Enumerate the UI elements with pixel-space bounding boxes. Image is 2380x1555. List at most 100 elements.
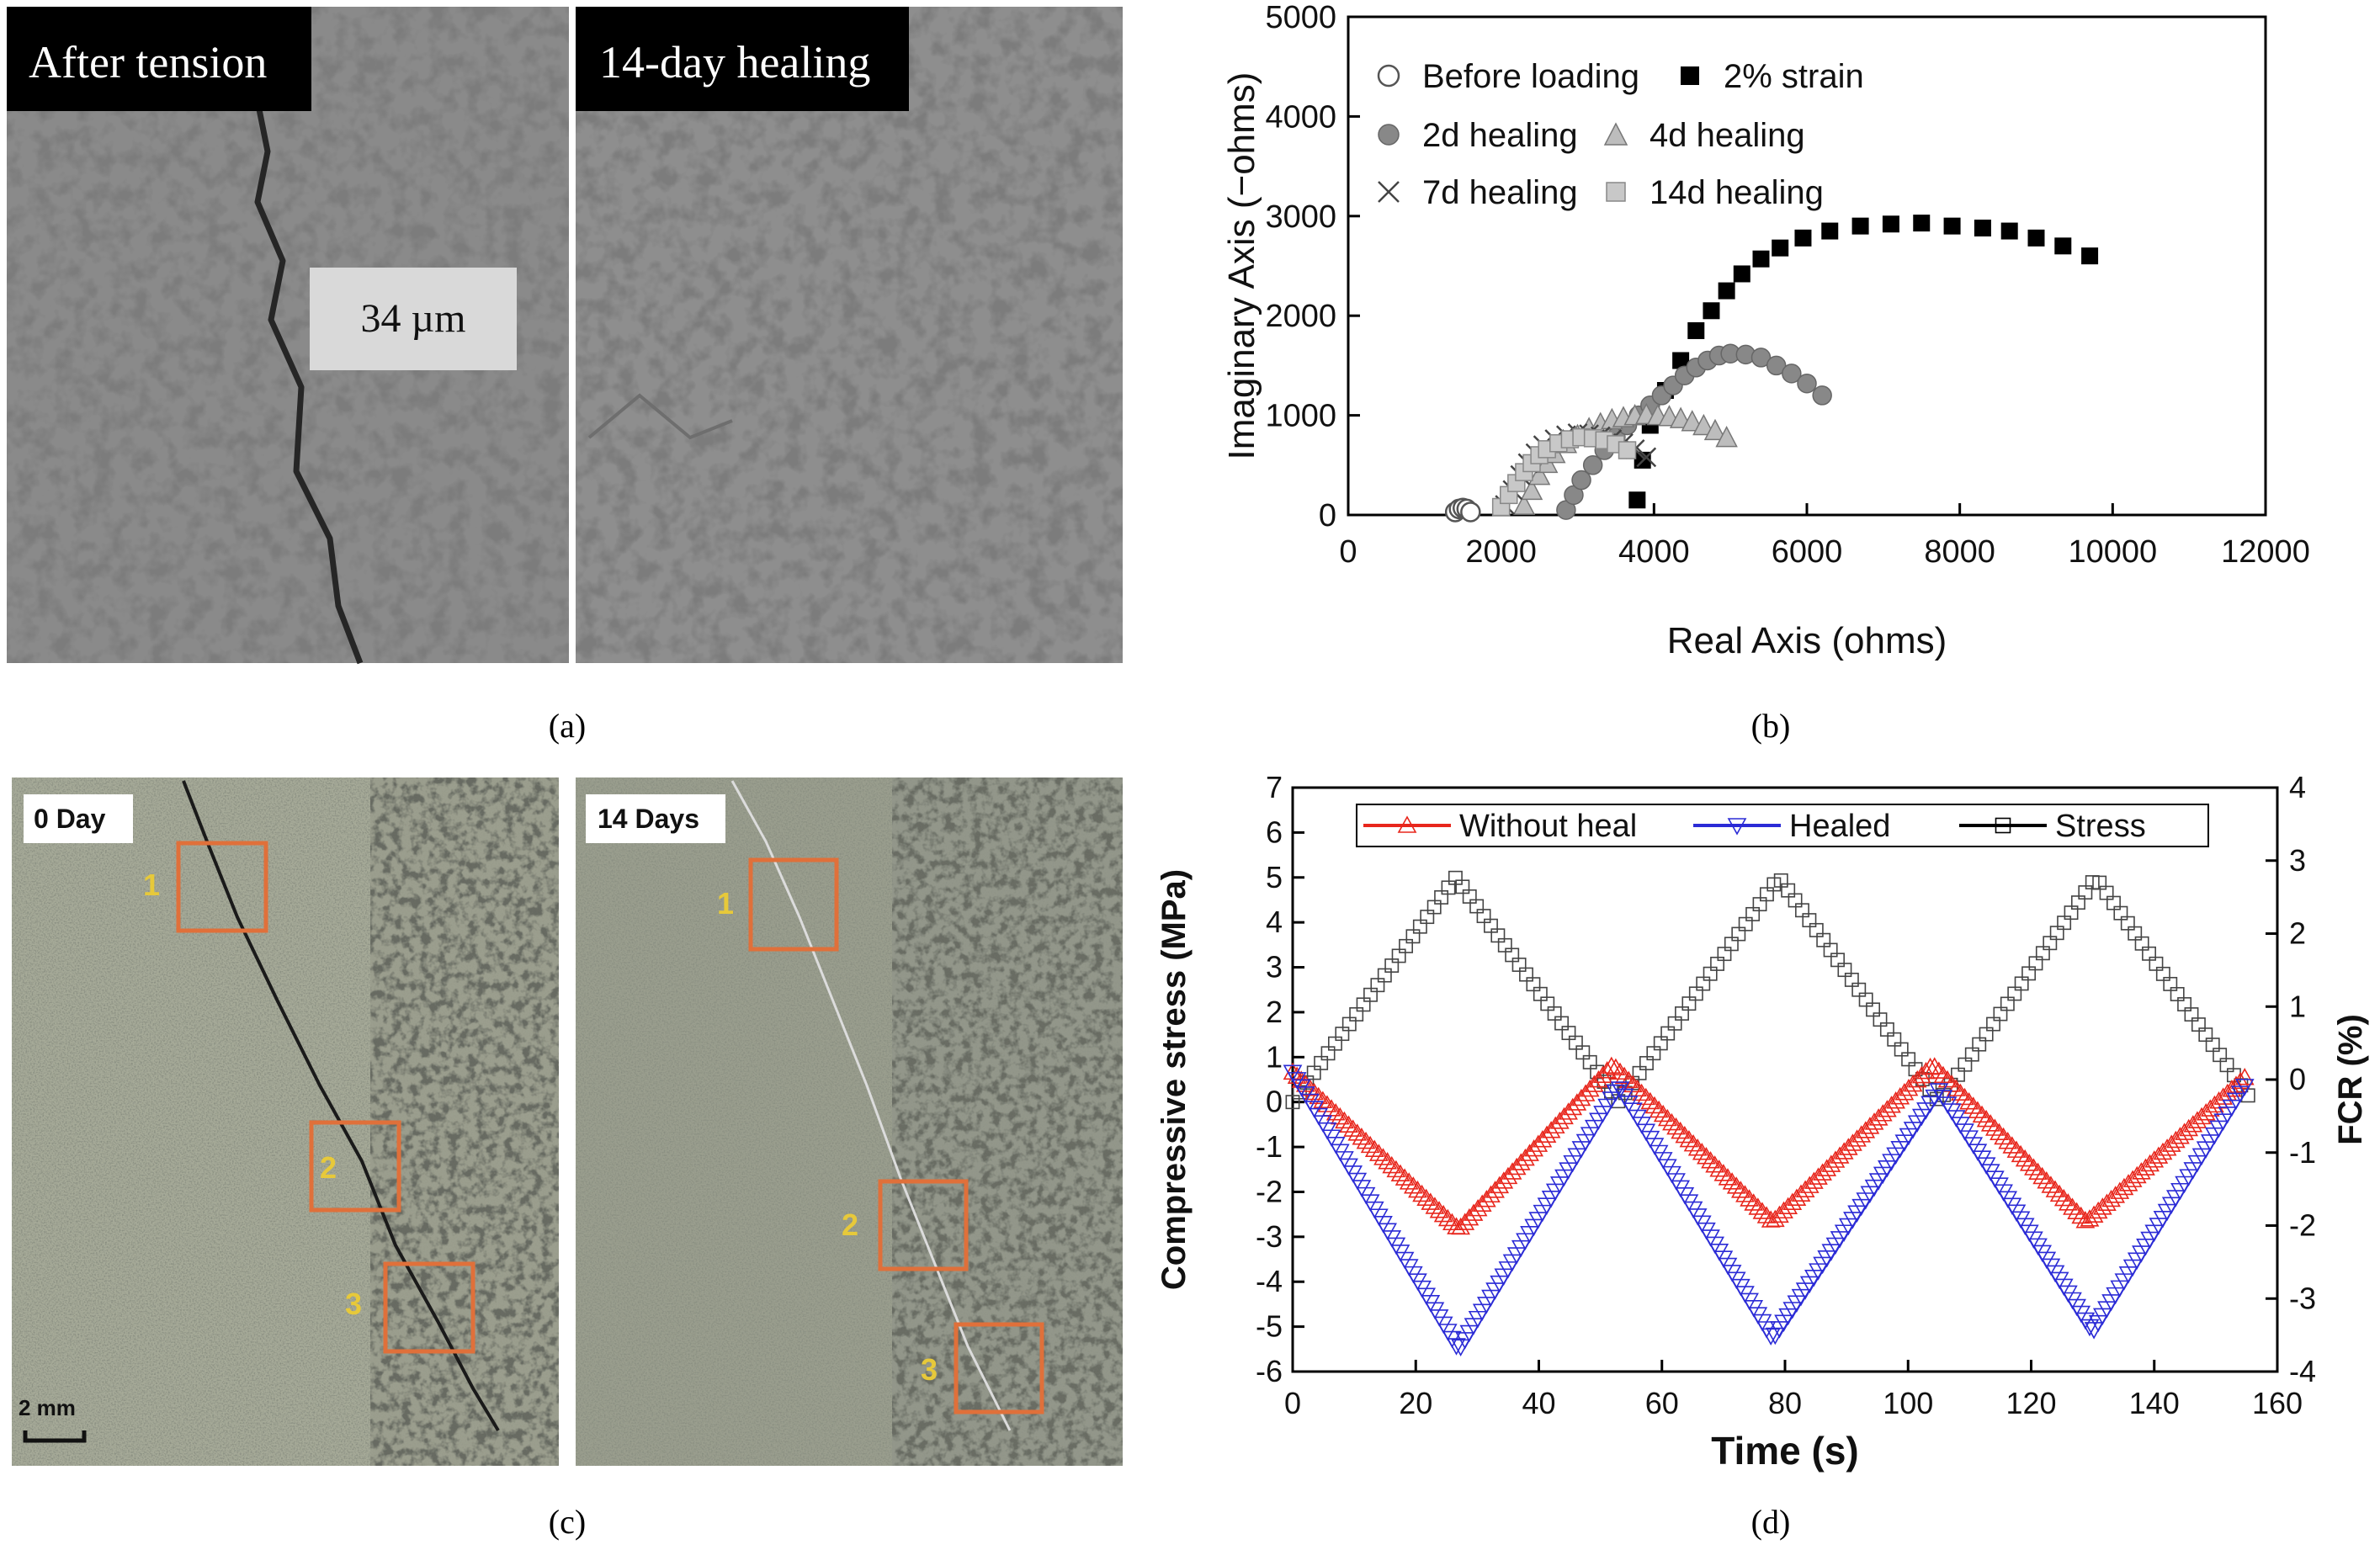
- chart-d-point-s0-103: [1726, 1176, 1746, 1194]
- chart-b-nyquist: 0 2000 4000 6000 8000 10000 12000 0 1000 2000 3000…: [1221, 0, 2310, 745]
- chart-d-ytick-left-label-11: 5: [1266, 860, 1283, 894]
- chart-d-point-s0-106: [1740, 1189, 1759, 1207]
- chart-d-point-s0-51: [1502, 1162, 1522, 1180]
- chart-b-point-s1-10: [1772, 239, 1789, 257]
- chart-b-legend-label-5: 14d healing: [1650, 174, 1824, 211]
- chart-d-point-s0-128: [1834, 1142, 1854, 1160]
- chart-d-point-s0-15: [1347, 1123, 1368, 1141]
- crack-width-box: [310, 268, 517, 370]
- label-box-14-days: [586, 794, 725, 843]
- chart-d-point-s0-150: [1929, 1061, 1949, 1079]
- chart-d-ytick-right-label-1: -3: [2289, 1281, 2316, 1315]
- chart-d-xtick-label-2: 40: [1522, 1386, 1555, 1420]
- chart-d-point-s0-29: [1408, 1180, 1427, 1198]
- chart-d-point-s0-144: [1903, 1074, 1923, 1092]
- chart-b-legend: Before loading 2% strain 2d healing 4d heal…: [1377, 58, 1864, 211]
- chart-d-point-s0-22: [1378, 1152, 1397, 1170]
- chart-d-point-s0-44: [1472, 1194, 1492, 1212]
- label-0-day: 0 Day: [34, 804, 106, 834]
- chart-d-point-s0-14: [1343, 1119, 1363, 1137]
- chart-d-point-s0-7: [1313, 1091, 1333, 1108]
- chart-d-point-s0-41: [1459, 1207, 1480, 1226]
- chart-b-xtick-label-0: 0: [1339, 534, 1357, 570]
- chart-d-point-s0-114: [1774, 1201, 1793, 1219]
- chart-b-ytick-label-0: 0: [1319, 498, 1336, 533]
- chart-b-point-s4-14: [1636, 447, 1657, 468]
- chart-b-point-s2-2: [1571, 470, 1591, 491]
- chart-d-ytick-right-label-8: 4: [2289, 770, 2306, 804]
- chart-d-point-s0-75: [1606, 1058, 1626, 1076]
- chart-d-point-s0-46: [1481, 1185, 1501, 1203]
- chart-d-point-s0-91: [1675, 1125, 1695, 1144]
- chart-d-point-s0-127: [1830, 1146, 1850, 1164]
- chart-b-point-s2-18: [1766, 355, 1787, 376]
- region-box-left-2: [309, 1120, 401, 1213]
- chart-d-point-s0-48: [1490, 1176, 1510, 1194]
- chart-d-point-s0-142: [1894, 1083, 1915, 1101]
- chart-d-point-s0-123: [1813, 1163, 1832, 1181]
- chart-b-point-s1-19: [2027, 229, 2045, 247]
- chart-d-xtick-label-0: 0: [1284, 1386, 1301, 1420]
- chart-b-point-s1-17: [1974, 220, 1991, 237]
- chart-d-point-s0-131: [1847, 1129, 1867, 1147]
- chart-b-point-s1-16: [1943, 217, 1961, 235]
- chart-d-point-s0-147: [1916, 1061, 1936, 1080]
- chart-d-point-s0-47: [1485, 1181, 1505, 1198]
- chart-d-point-s0-121: [1804, 1171, 1824, 1189]
- chart-d-point-s0-45: [1476, 1190, 1496, 1207]
- chart-d-legend-marker-1: [1727, 818, 1747, 836]
- chart-d-point-s0-52: [1506, 1157, 1527, 1176]
- chart-d-ytick-right-label-6: 2: [2289, 916, 2306, 951]
- chart-d-point-s0-125: [1821, 1154, 1841, 1172]
- chart-d-point-s0-78: [1618, 1070, 1639, 1089]
- chart-d-point-s0-173: [2028, 1162, 2048, 1181]
- chart-d-point-s0-154: [1946, 1079, 1966, 1096]
- chart-d-point-s0-71: [1589, 1069, 1608, 1088]
- chart-d-point-s0-133: [1856, 1121, 1876, 1138]
- chart-d-point-s0-16: [1352, 1128, 1372, 1145]
- chart-d-ytick-right-label-5: 1: [2289, 989, 2306, 1023]
- chart-d-plot-frame: [1291, 786, 2279, 1373]
- chart-b-point-s3-18: [1703, 418, 1727, 441]
- chart-d-legend-label-2: Stress: [2055, 809, 2146, 844]
- chart-d-point-s0-220: [2230, 1071, 2250, 1090]
- chart-b-point-s3-2: [1527, 464, 1551, 486]
- chart-b-xtick-label-1: 2000: [1465, 534, 1537, 570]
- chart-b-point-s1-4: [1672, 352, 1690, 369]
- chart-b-point-s2-3: [1582, 455, 1603, 475]
- caption-c: (c): [549, 1503, 586, 1541]
- chart-b-legend-label-1: 2% strain: [1724, 58, 1864, 95]
- region-box-right-1: [748, 857, 839, 952]
- micrograph-14-day-healing: [576, 7, 1123, 663]
- chart-b-point-s1-14: [1882, 215, 1899, 233]
- chart-d-xtick-label-4: 80: [1768, 1386, 1802, 1420]
- chart-b-xtick-label-2: 4000: [1618, 534, 1690, 570]
- chart-d-point-s0-6: [1309, 1086, 1329, 1105]
- label-box-0-day: [24, 794, 133, 843]
- region-box-left-3: [383, 1261, 475, 1354]
- chart-b-ytick-label-3: 3000: [1265, 199, 1336, 235]
- chart-d-point-s0-85: [1649, 1100, 1669, 1118]
- scale-bar: [23, 1430, 87, 1443]
- chart-d-ytick-left-label-6: 0: [1266, 1085, 1283, 1119]
- chart-d-point-s0-79: [1623, 1075, 1643, 1093]
- chart-b-ylabel: Imaginary Axis (−ohms): [1221, 72, 1262, 460]
- chart-d-point-s0-179: [2053, 1188, 2074, 1207]
- chart-d-xtick-label-7: 140: [2129, 1386, 2180, 1420]
- chart-d-point-s0-162: [1980, 1114, 2000, 1132]
- chart-d-point-s0-61: [1545, 1116, 1565, 1134]
- chart-d-point-s0-166: [1998, 1132, 2018, 1149]
- chart-d-point-s0-87: [1657, 1108, 1677, 1127]
- chart-d-point-s0-134: [1860, 1117, 1880, 1134]
- chart-d-ytick-left-label-3: -3: [1256, 1219, 1283, 1254]
- chart-d-point-s0-178: [2049, 1184, 2069, 1202]
- chart-d-point-s0-93: [1683, 1133, 1703, 1152]
- chart-d-point-s0-146: [1911, 1065, 1931, 1084]
- chart-b-point-s1-9: [1752, 250, 1770, 268]
- region-num-right-1: 1: [717, 886, 734, 921]
- chart-d-point-s0-65: [1563, 1097, 1583, 1116]
- chart-b-legend-marker-5: [1606, 182, 1626, 202]
- chart-d-point-s0-13: [1339, 1115, 1358, 1133]
- chart-b-ytick-label-1: 1000: [1265, 399, 1336, 434]
- label-14-day-healing: 14-day healing: [599, 37, 870, 88]
